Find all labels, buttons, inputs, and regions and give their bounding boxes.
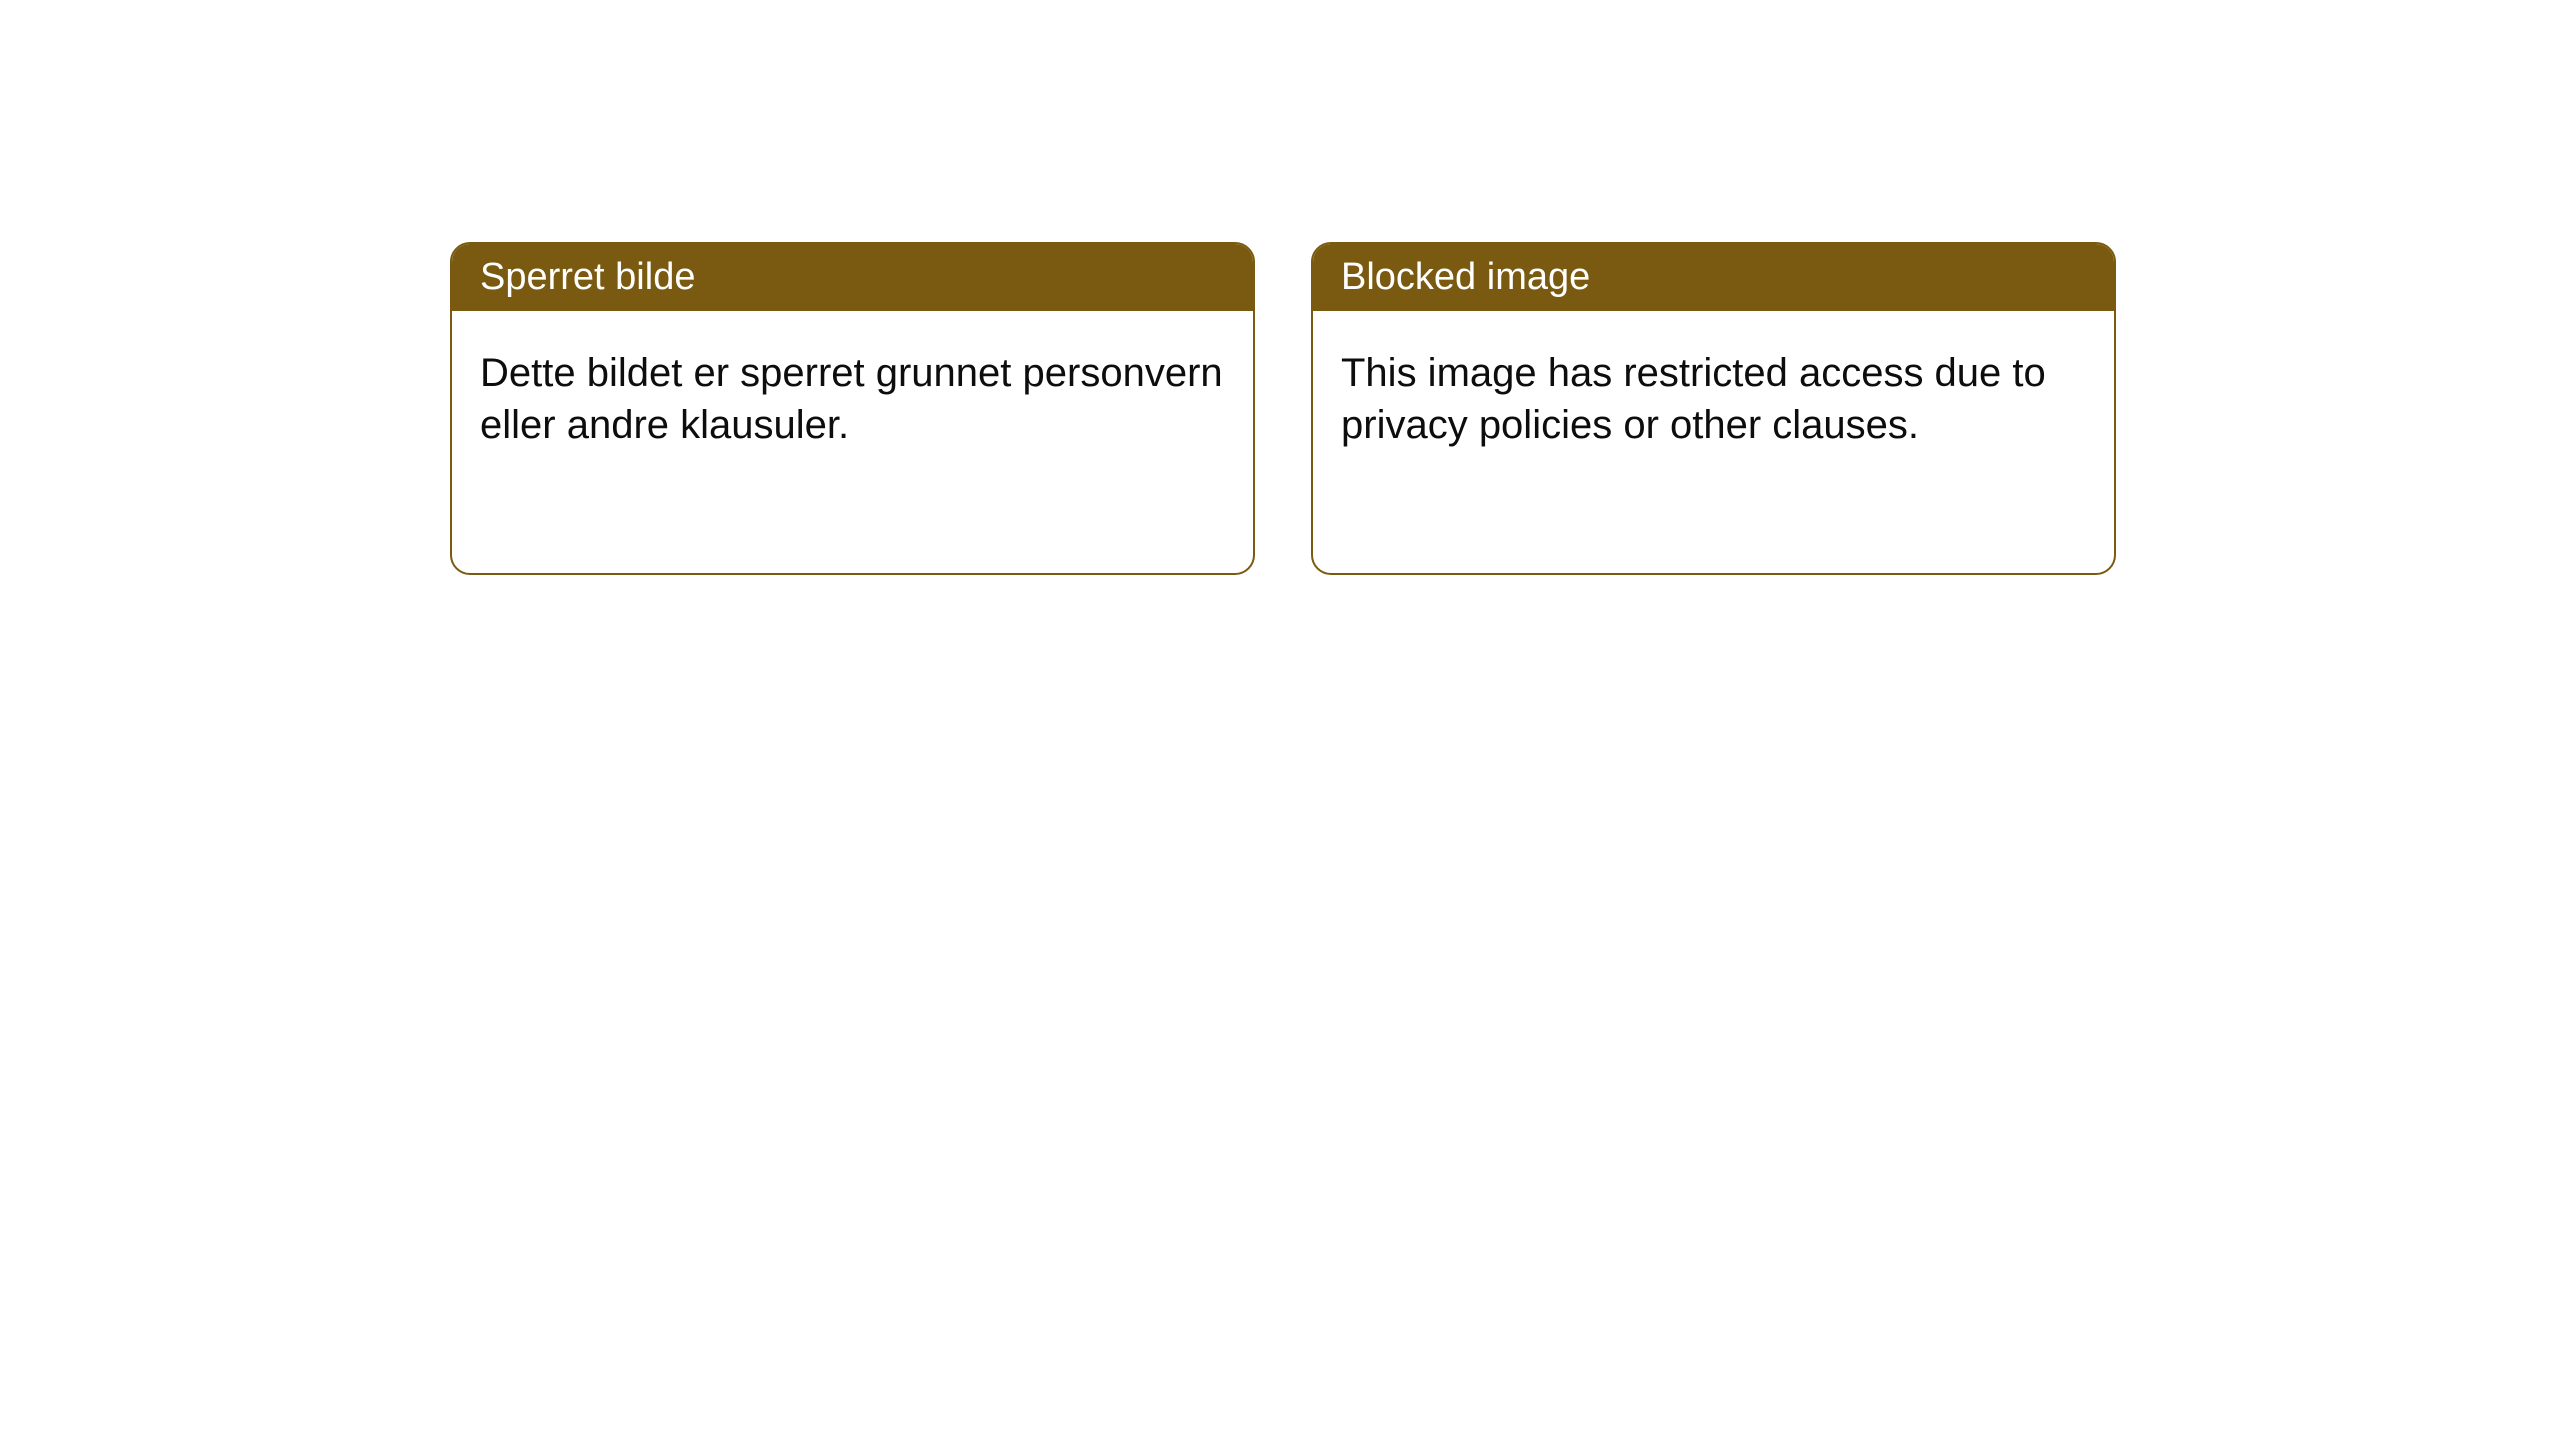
card-body-text: This image has restricted access due to … bbox=[1341, 351, 2046, 447]
blocked-image-card-english: Blocked image This image has restricted … bbox=[1311, 242, 2116, 575]
card-title: Sperret bilde bbox=[480, 256, 695, 298]
card-body: Dette bildet er sperret grunnet personve… bbox=[452, 311, 1253, 487]
card-title: Blocked image bbox=[1341, 256, 1590, 298]
blocked-image-card-norwegian: Sperret bilde Dette bildet er sperret gr… bbox=[450, 242, 1255, 575]
card-header: Blocked image bbox=[1313, 244, 2114, 311]
card-body-text: Dette bildet er sperret grunnet personve… bbox=[480, 351, 1223, 447]
card-header: Sperret bilde bbox=[452, 244, 1253, 311]
notice-cards-container: Sperret bilde Dette bildet er sperret gr… bbox=[450, 242, 2116, 575]
card-body: This image has restricted access due to … bbox=[1313, 311, 2114, 487]
